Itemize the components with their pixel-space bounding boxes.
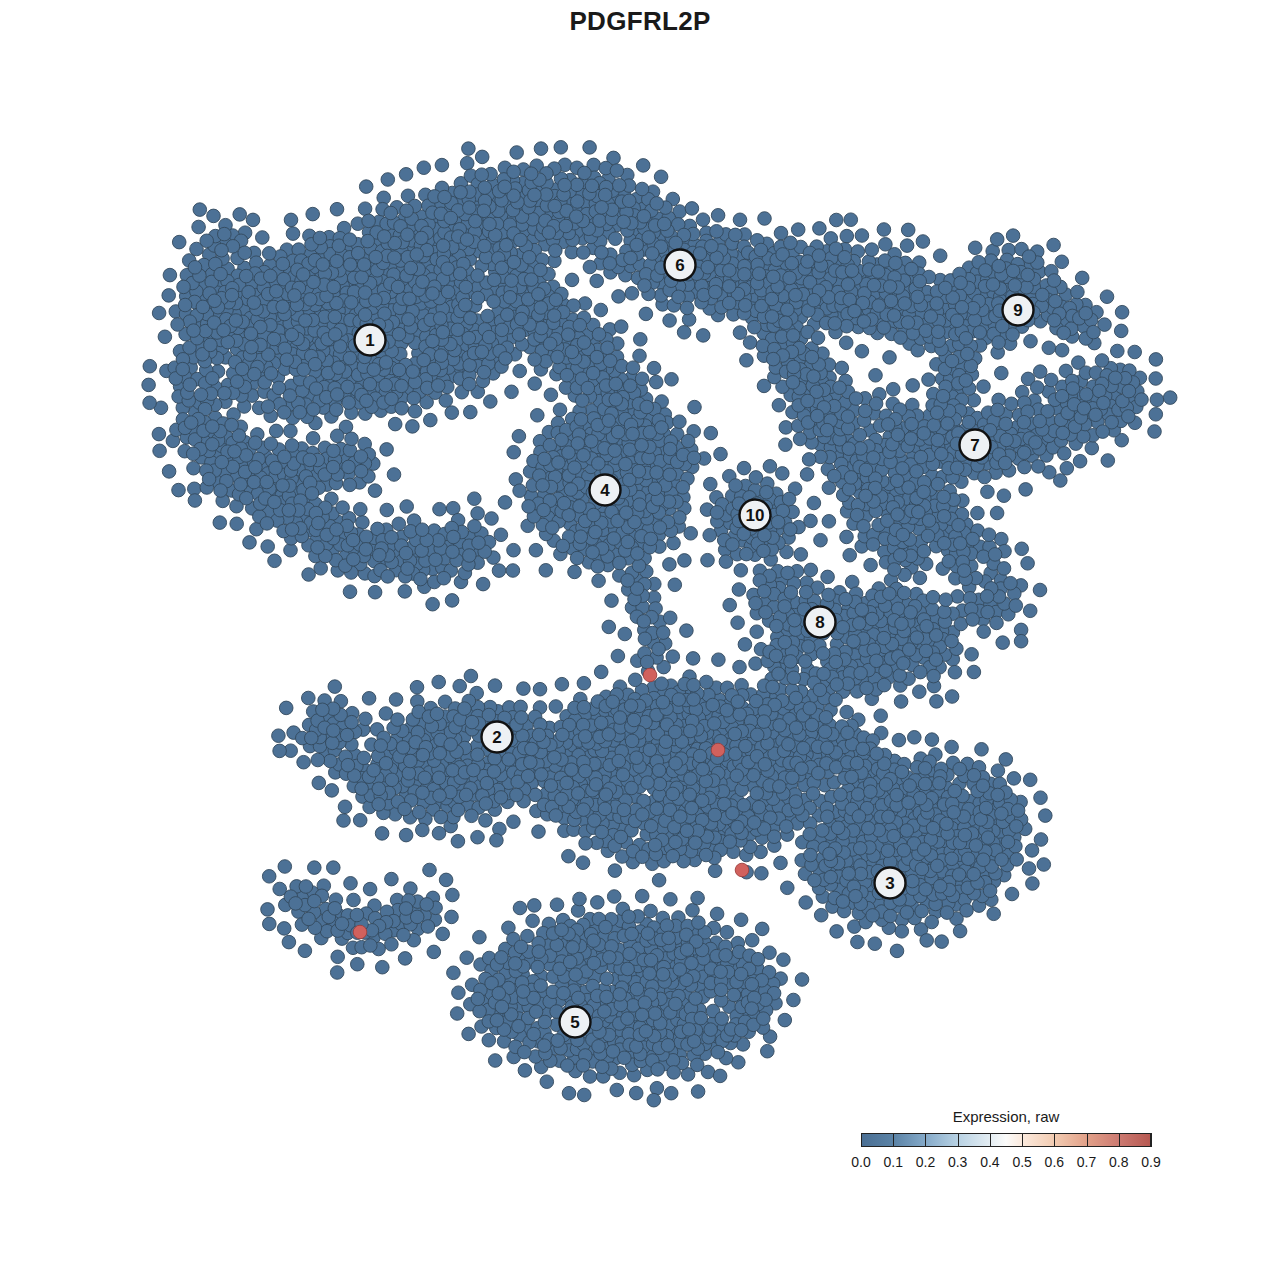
svg-text:10: 10 bbox=[746, 506, 765, 525]
svg-text:7: 7 bbox=[970, 436, 979, 455]
svg-text:4: 4 bbox=[600, 481, 610, 500]
svg-text:6: 6 bbox=[675, 256, 684, 275]
svg-text:5: 5 bbox=[570, 1013, 579, 1032]
svg-text:3: 3 bbox=[885, 874, 894, 893]
svg-text:1: 1 bbox=[365, 331, 374, 350]
svg-text:8: 8 bbox=[815, 613, 824, 632]
svg-text:2: 2 bbox=[492, 728, 501, 747]
svg-text:9: 9 bbox=[1013, 301, 1022, 320]
